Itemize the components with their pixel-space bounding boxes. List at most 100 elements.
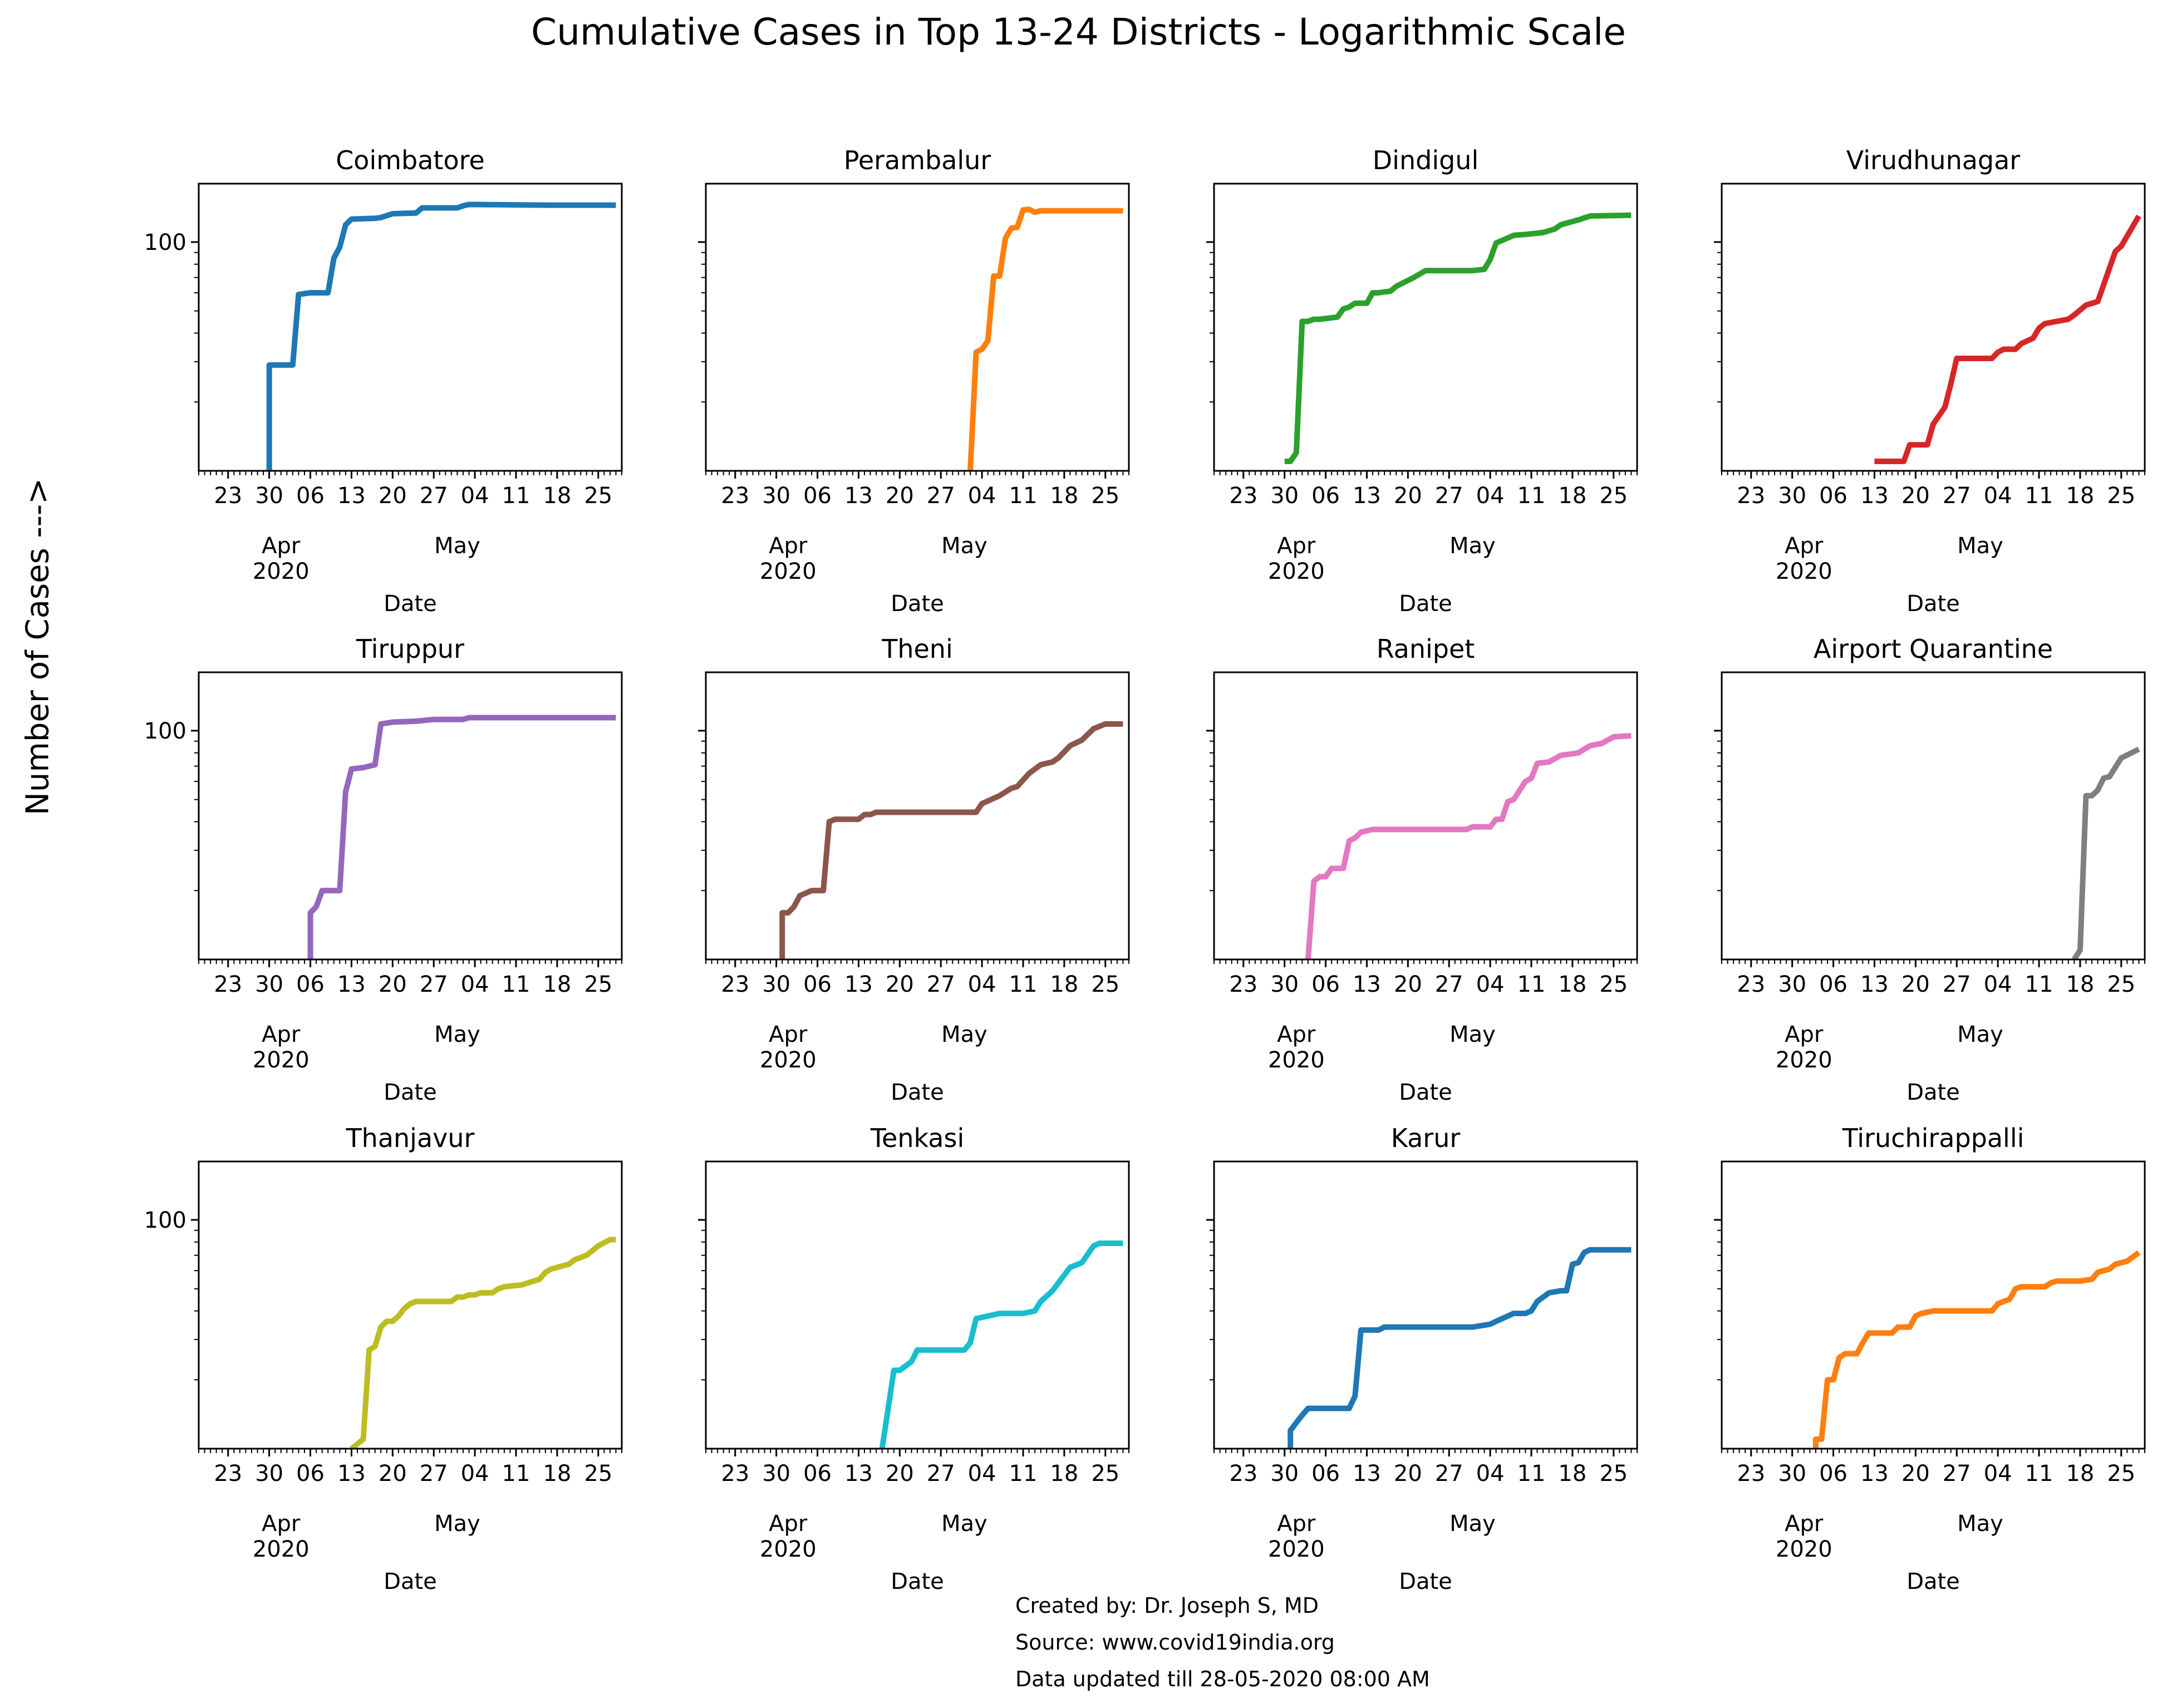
x-tick-label: 06 <box>1311 483 1340 509</box>
x-tick-label: 18 <box>2066 483 2094 509</box>
subplot-theni: Theni 23 30 06 13 20 27 04 11 18 25 Apr 2020 May Date <box>698 634 1130 1105</box>
x-tick-label: 27 <box>1435 1461 1463 1486</box>
x-axis-label: Date <box>1907 1080 1960 1105</box>
x-tick-label: 25 <box>1599 483 1628 509</box>
x-month-label-line: Apr <box>1785 533 1824 559</box>
x-tick-label: 27 <box>927 972 955 997</box>
series-line <box>779 721 1123 959</box>
x-tick-label: 25 <box>584 972 612 997</box>
x-month-label-line: Apr <box>1785 1022 1824 1047</box>
x-month-label-line: May <box>941 1511 987 1537</box>
x-tick-label: 11 <box>2025 972 2053 997</box>
x-month-label: Apr 2020 <box>1268 1511 1325 1562</box>
series-line <box>350 1237 616 1449</box>
x-month-label-line: May <box>1450 533 1496 559</box>
x-tick-label: 23 <box>1229 972 1257 997</box>
axes-frame <box>705 1160 1130 1450</box>
series-line <box>2072 746 2140 959</box>
x-tick-label: 06 <box>803 972 832 997</box>
x-tick-label: 30 <box>1270 1461 1299 1486</box>
x-axis-label: Date <box>384 1080 437 1105</box>
x-tick-label: 06 <box>296 972 325 997</box>
x-tick-label: 11 <box>1517 483 1546 509</box>
x-tick-label: 27 <box>420 972 448 997</box>
x-tick-label: 30 <box>1270 972 1299 997</box>
x-tick-label: 30 <box>762 1461 790 1486</box>
x-axis-label: Date <box>1399 1080 1452 1105</box>
series-line <box>1874 214 2141 464</box>
x-tick-label: 20 <box>886 972 914 997</box>
x-tick-label: 13 <box>337 972 366 997</box>
axes-frame <box>1213 671 1638 961</box>
x-tick-label: 06 <box>803 1461 832 1486</box>
x-month-label-line: May <box>1957 533 2003 559</box>
x-month-label: Apr 2020 <box>1776 1022 1832 1073</box>
series-line <box>879 1241 1123 1449</box>
x-month-label: Apr 2020 <box>253 1511 309 1562</box>
x-tick-label: 30 <box>1778 972 1806 997</box>
x-tick-label: 13 <box>844 483 873 509</box>
x-tick-label: 27 <box>927 483 955 509</box>
x-month-label: Apr 2020 <box>253 1022 309 1073</box>
x-tick-label: 04 <box>968 1461 996 1486</box>
x-month-label: Apr 2020 <box>760 533 817 584</box>
x-tick-label: 04 <box>461 972 489 997</box>
x-tick-label: 04 <box>461 483 489 509</box>
x-month-label-line: Apr <box>262 1022 301 1047</box>
x-month-label-line: 2020 <box>253 1537 309 1562</box>
x-axis-label: Date <box>1907 591 1960 617</box>
x-tick-label: 23 <box>1229 1461 1257 1486</box>
x-axis-label: Date <box>891 1080 944 1105</box>
x-month-label-line: Apr <box>1277 1511 1316 1537</box>
subplot-ranipet: Ranipet 23 30 06 13 20 27 04 11 18 25 Apr 2020 May Dat… <box>1206 634 1638 1105</box>
x-tick-label: 18 <box>1558 972 1586 997</box>
subplot-title: Theni <box>881 634 953 664</box>
series-line <box>1812 1250 2141 1449</box>
subplot-title: Thanjavur <box>346 1123 475 1153</box>
x-tick-label: 25 <box>1599 1461 1628 1486</box>
series-line <box>266 201 616 471</box>
subplot-tiruppur: Tiruppur 100 23 30 06 13 20 27 04 11 18 25 Apr 2020 Ma… <box>144 634 623 1105</box>
subplot-karur: Karur 23 30 06 13 20 27 04 11 18 25 Apr 2020 May Date <box>1206 1123 1638 1594</box>
axes-frame <box>705 183 1130 472</box>
x-tick-label: 23 <box>1229 483 1257 509</box>
x-tick-label: 27 <box>1435 972 1463 997</box>
subplot-title: Tiruchirappalli <box>1842 1123 2025 1153</box>
x-month-label-line: 2020 <box>1776 559 1832 584</box>
x-tick-label: 25 <box>2107 1461 2135 1486</box>
x-tick-label: 04 <box>1476 1461 1505 1486</box>
subplot-title: Coimbatore <box>336 145 485 175</box>
subplot-title: Tiruppur <box>356 634 464 664</box>
x-month-label-line: Apr <box>1277 1022 1316 1047</box>
x-month-label-line: Apr <box>769 533 808 559</box>
x-tick-label: 04 <box>968 483 996 509</box>
y-tick-label: 100 <box>144 1208 186 1233</box>
x-tick-label: 20 <box>379 972 407 997</box>
x-tick-label: 04 <box>968 972 996 997</box>
x-tick-label: 23 <box>721 1461 749 1486</box>
subplot-tiruchirappalli: Tiruchirappalli 23 30 06 13 20 27 04 11 18 25 Apr 20… <box>1714 1123 2146 1594</box>
x-month-label-line: May <box>941 533 987 559</box>
x-tick-label: 20 <box>1901 483 1930 509</box>
x-axis-label: Date <box>891 1569 944 1594</box>
x-month-label-line: 2020 <box>1268 559 1325 584</box>
x-tick-label: 13 <box>337 1461 366 1486</box>
x-tick-label: 20 <box>886 483 914 509</box>
x-month-label: Apr 2020 <box>1776 1511 1832 1562</box>
x-tick-label: 13 <box>1353 972 1381 997</box>
x-tick-label: 04 <box>461 1461 489 1486</box>
x-tick-label: 18 <box>2066 972 2094 997</box>
x-tick-label: 18 <box>1050 972 1078 997</box>
x-tick-label: 13 <box>337 483 366 509</box>
x-tick-label: 18 <box>1558 1461 1586 1486</box>
x-tick-label: 23 <box>214 972 242 997</box>
x-tick-label: 06 <box>1311 1461 1340 1486</box>
x-tick-label: 23 <box>1737 1461 1765 1486</box>
x-tick-label: 06 <box>803 483 832 509</box>
y-tick-label: 100 <box>144 718 186 744</box>
x-month-label-line: May <box>1450 1022 1496 1047</box>
x-month-label: May <box>434 533 480 559</box>
x-tick-label: 13 <box>844 972 873 997</box>
x-tick-label: 11 <box>1517 972 1546 997</box>
